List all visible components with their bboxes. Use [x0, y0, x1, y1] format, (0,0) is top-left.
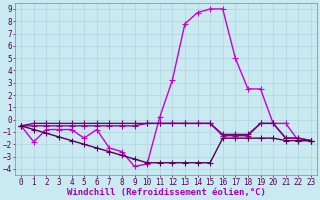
X-axis label: Windchill (Refroidissement éolien,°C): Windchill (Refroidissement éolien,°C): [67, 188, 266, 197]
